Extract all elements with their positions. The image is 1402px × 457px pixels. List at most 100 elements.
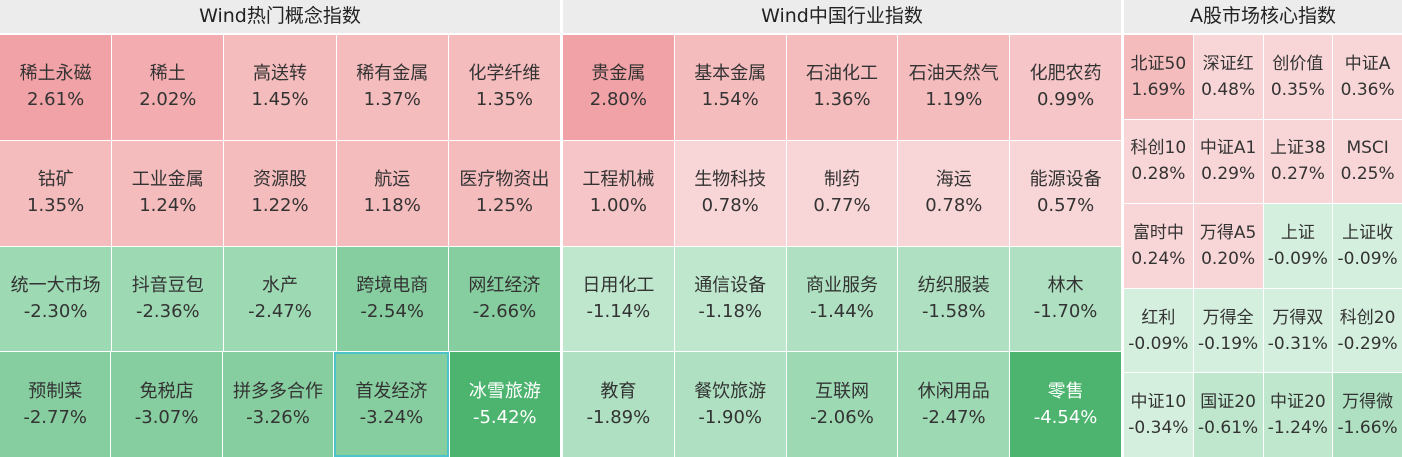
index-cell[interactable]: 冰雪旅游 -5.42% <box>449 352 561 457</box>
index-cell[interactable]: 商业服务 -1.44% <box>786 246 898 352</box>
index-change: -5.42% <box>472 406 537 428</box>
index-change: -2.47% <box>248 300 312 322</box>
index-change: 0.78% <box>925 195 983 217</box>
index-cell[interactable]: 制药 0.77% <box>786 140 898 246</box>
index-cell[interactable]: 稀土 2.02% <box>112 35 224 140</box>
index-name: 网红经济 <box>468 274 541 296</box>
index-name: 上证38 <box>1270 138 1326 159</box>
index-cell[interactable]: 通信设备 -1.18% <box>674 246 786 352</box>
index-cell[interactable]: 北证50 1.69% <box>1124 35 1193 119</box>
index-name: 中证A1 <box>1199 138 1257 159</box>
index-cell[interactable]: 上证 -0.09% <box>1263 204 1333 288</box>
index-cell[interactable]: 首发经济 -3.24% <box>334 352 449 457</box>
index-cell[interactable]: 万得A5 0.20% <box>1193 204 1263 288</box>
grid-row: 教育 -1.89% 餐饮旅游 -1.90% 互联网 -2.06% 休闲用品 -2.47% 零售 -… <box>563 352 1121 457</box>
index-cell[interactable]: 万得全 -0.19% <box>1193 288 1263 373</box>
index-cell[interactable]: 海运 0.78% <box>898 140 1010 246</box>
index-cell[interactable]: 预制菜 -2.77% <box>0 352 111 457</box>
index-cell[interactable]: 工业金属 1.24% <box>112 140 224 246</box>
index-change: -2.36% <box>135 300 200 322</box>
index-cell[interactable]: 红利 -0.09% <box>1124 288 1193 373</box>
index-cell[interactable]: 水产 -2.47% <box>224 246 336 352</box>
index-cell[interactable]: 纺织服装 -1.58% <box>898 246 1010 352</box>
index-cell[interactable]: 统一大市场 -2.30% <box>0 246 112 352</box>
index-change: -3.26% <box>246 406 310 428</box>
index-cell[interactable]: 化学纤维 1.35% <box>448 35 561 140</box>
index-cell[interactable]: 贵金属 2.80% <box>563 35 674 140</box>
index-cell[interactable]: 稀有金属 1.37% <box>336 35 448 140</box>
index-cell[interactable]: 国证20 -0.61% <box>1193 373 1263 457</box>
index-name: 高送转 <box>253 63 307 85</box>
index-cell[interactable]: 餐饮旅游 -1.90% <box>674 352 786 457</box>
index-name: 科创20 <box>1339 307 1396 328</box>
index-change: -4.54% <box>1033 406 1098 428</box>
index-name: 深证红 <box>1202 53 1254 74</box>
index-cell[interactable]: 中证10 -0.34% <box>1124 373 1193 457</box>
index-cell[interactable]: 石油天然气 1.19% <box>898 35 1010 140</box>
index-name: 通信设备 <box>694 274 767 296</box>
grid-row: 钴矿 1.35% 工业金属 1.24% 资源股 1.22% 航运 1.18% 医疗物资出 1.25… <box>0 140 561 246</box>
index-change: -1.44% <box>810 300 874 322</box>
index-name: 能源设备 <box>1029 169 1102 191</box>
index-cell[interactable]: 零售 -4.54% <box>1010 352 1121 457</box>
index-cell[interactable]: 航运 1.18% <box>336 140 448 246</box>
index-cell[interactable]: 万得微 -1.66% <box>1333 373 1402 457</box>
index-change: -2.66% <box>472 300 537 322</box>
index-change: 2.61% <box>27 89 85 111</box>
index-cell[interactable]: 生物科技 0.78% <box>674 140 786 246</box>
index-cell[interactable]: 中证20 -1.24% <box>1263 373 1333 457</box>
index-cell[interactable]: 科创10 0.28% <box>1124 119 1193 204</box>
index-change: 0.25% <box>1340 164 1395 185</box>
index-change: 0.99% <box>1036 89 1095 111</box>
index-cell[interactable]: 拼多多合作 -3.26% <box>222 352 334 457</box>
index-cell[interactable]: 科创20 -0.29% <box>1333 288 1402 373</box>
index-cell[interactable]: 能源设备 0.57% <box>1010 140 1121 246</box>
index-cell[interactable]: 万得双 -0.31% <box>1263 288 1333 373</box>
index-cell[interactable]: 化肥农药 0.99% <box>1010 35 1121 140</box>
index-change: 1.36% <box>813 89 871 111</box>
index-cell[interactable]: 日用化工 -1.14% <box>563 246 674 352</box>
index-cell[interactable]: 钴矿 1.35% <box>0 140 112 246</box>
index-change: 1.69% <box>1131 79 1186 100</box>
index-cell[interactable]: 中证A1 0.29% <box>1193 119 1263 204</box>
index-cell[interactable]: 稀土永磁 2.61% <box>0 35 112 140</box>
index-change: -1.14% <box>586 300 651 322</box>
index-panel: Wind中国行业指数 贵金属 2.80% 基本金属 1.54% 石油化工 1.36% 石油天然… <box>563 0 1121 457</box>
index-cell[interactable]: 高送转 1.45% <box>224 35 336 140</box>
index-name: 生物科技 <box>694 169 767 191</box>
index-cell[interactable]: 资源股 1.22% <box>224 140 336 246</box>
index-panel: Wind热门概念指数 稀土永磁 2.61% 稀土 2.02% 高送转 1.45% 稀有金属 1.… <box>0 0 561 457</box>
index-cell[interactable]: 工程机械 1.00% <box>563 140 674 246</box>
index-cell[interactable]: 基本金属 1.54% <box>674 35 786 140</box>
index-cell[interactable]: 深证红 0.48% <box>1193 35 1263 119</box>
index-name: 稀有金属 <box>356 63 429 85</box>
index-cell[interactable]: 抖音豆包 -2.36% <box>112 246 224 352</box>
index-cell[interactable]: 网红经济 -2.66% <box>448 246 561 352</box>
index-cell[interactable]: 休闲用品 -2.47% <box>898 352 1010 457</box>
index-name: 贵金属 <box>591 63 646 85</box>
index-cell[interactable]: 上证38 0.27% <box>1263 119 1333 204</box>
index-cell[interactable]: 教育 -1.89% <box>563 352 674 457</box>
index-name: 免税店 <box>139 380 194 402</box>
index-cell[interactable]: MSCI 0.25% <box>1333 119 1402 204</box>
index-change: -2.54% <box>360 300 425 322</box>
index-cell[interactable]: 跨境电商 -2.54% <box>336 246 448 352</box>
index-cell[interactable]: 富时中 0.24% <box>1124 204 1193 288</box>
index-cell[interactable]: 中证A 0.36% <box>1333 35 1402 119</box>
index-cell[interactable]: 医疗物资出 1.25% <box>448 140 561 246</box>
index-cell[interactable]: 林木 -1.70% <box>1010 246 1121 352</box>
index-change: -1.18% <box>698 300 763 322</box>
index-change: 1.18% <box>363 195 421 217</box>
index-cell[interactable]: 创价值 0.35% <box>1263 35 1333 119</box>
index-cell[interactable]: 石油化工 1.36% <box>786 35 898 140</box>
index-cell[interactable]: 互联网 -2.06% <box>786 352 898 457</box>
grid-row: 稀土永磁 2.61% 稀土 2.02% 高送转 1.45% 稀有金属 1.37% 化学纤维 1.3… <box>0 35 561 140</box>
index-name: 中证A <box>1344 53 1391 74</box>
index-cell[interactable]: 免税店 -3.07% <box>111 352 222 457</box>
index-name: 上证 <box>1280 222 1315 243</box>
index-cell[interactable]: 上证收 -0.09% <box>1333 204 1402 288</box>
index-change: -0.61% <box>1198 418 1259 439</box>
index-change: 1.54% <box>701 89 759 111</box>
index-name: 零售 <box>1047 380 1084 402</box>
